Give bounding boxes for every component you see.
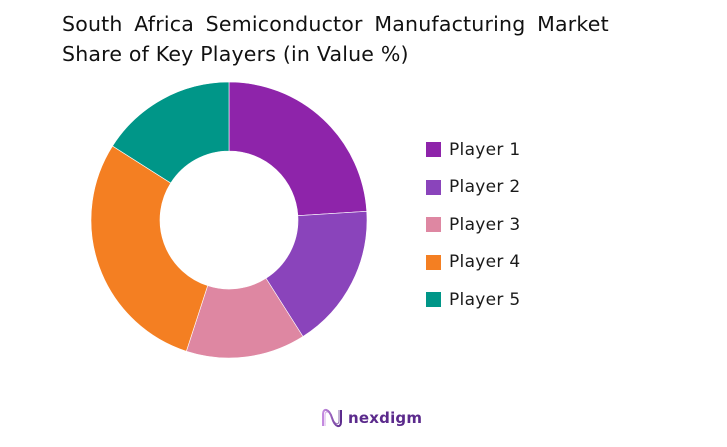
legend-label: Player 3 — [449, 214, 521, 235]
chart-title-line-1: South Africa Semiconductor Manufacturing… — [62, 12, 609, 36]
legend-label: Player 4 — [449, 252, 521, 273]
legend-swatch — [426, 142, 441, 158]
chart-title: South Africa Semiconductor Manufacturing… — [62, 9, 662, 69]
logo-text: nexdigm — [348, 409, 423, 427]
legend-item-player-1: Player 1 — [426, 131, 521, 169]
donut-slices — [90, 81, 368, 359]
legend-label: Player 5 — [449, 289, 521, 310]
legend-item-player-3: Player 3 — [426, 206, 521, 244]
legend-swatch — [426, 217, 441, 233]
legend-item-player-2: Player 2 — [426, 169, 521, 207]
legend-label: Player 1 — [449, 139, 521, 160]
donut-slice-player-2 — [265, 211, 368, 337]
legend: Player 1 Player 2 Player 3 Player 4 Play… — [426, 131, 521, 319]
donut-slice-player-4 — [90, 145, 209, 352]
chart-title-line-2: Share of Key Players (in Value %) — [62, 42, 409, 66]
nexdigm-logo: nexdigm — [321, 408, 422, 428]
legend-item-player-4: Player 4 — [426, 244, 521, 282]
donut-slice-player-1 — [228, 81, 368, 216]
nexdigm-wave-icon — [322, 408, 342, 428]
donut-slice-player-5 — [112, 81, 230, 184]
legend-item-player-5: Player 5 — [426, 281, 521, 319]
legend-swatch — [426, 179, 441, 195]
legend-swatch — [426, 254, 441, 270]
legend-swatch — [426, 292, 441, 308]
legend-label: Player 2 — [449, 177, 521, 198]
